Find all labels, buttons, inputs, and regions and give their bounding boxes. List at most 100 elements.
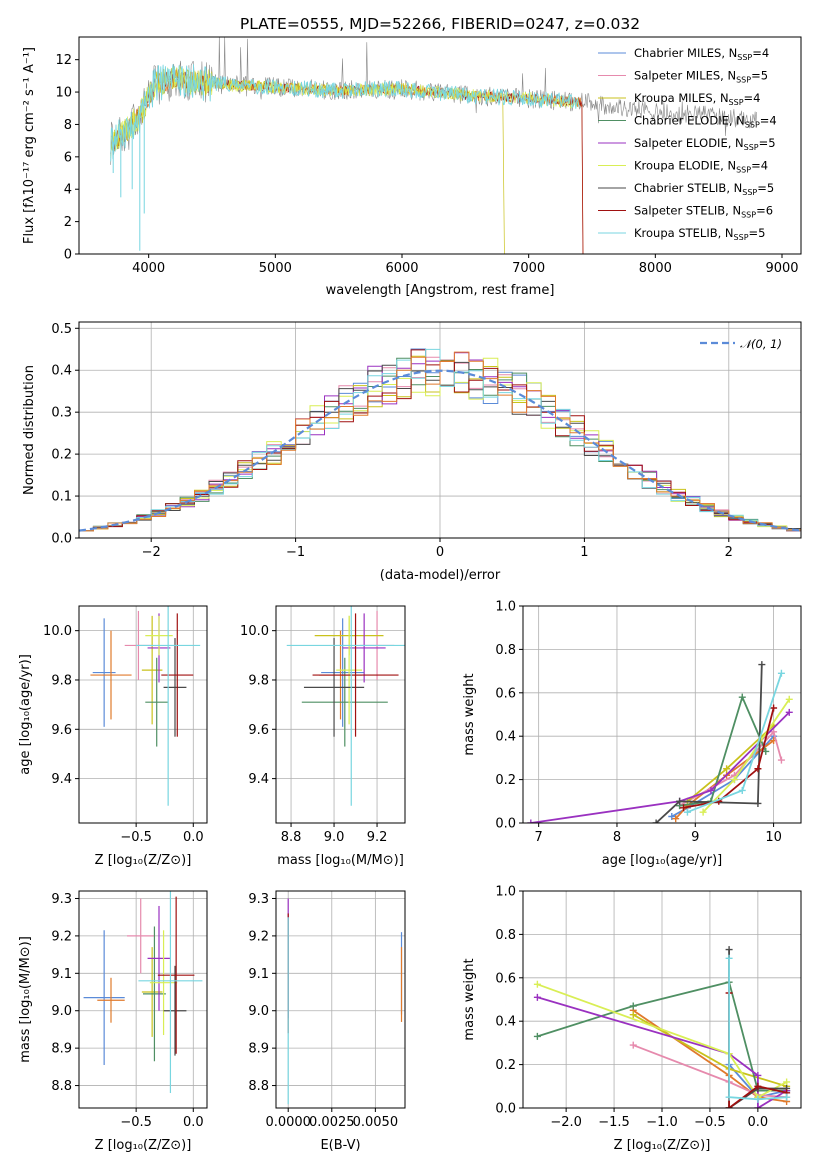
y-tick-label: 10.0 [43, 624, 72, 639]
massweight-point-marker [738, 693, 746, 701]
y-tick-label: 9.6 [51, 723, 72, 738]
y-tick-label: 0.5 [51, 322, 72, 337]
legend-label-sub: SSP [736, 76, 751, 85]
y-tick-label: 0.8 [495, 928, 516, 943]
x-tick-label: 9.0 [324, 830, 345, 845]
massweight-point-marker [725, 1093, 733, 1101]
legend-label-sub: SSP [745, 121, 760, 130]
massweight-point-marker [754, 765, 762, 773]
legend-label-suffix: =4 [751, 159, 768, 173]
plot-area [287, 898, 403, 1105]
x-tick-label: −1.5 [598, 1115, 630, 1130]
axes-frame [522, 605, 802, 824]
x-tick-label: 6000 [385, 261, 418, 276]
y-tick-label: 0.2 [495, 773, 516, 788]
y-tick-label: 8.9 [51, 1042, 72, 1057]
massweight-point-marker [652, 819, 660, 823]
y-tick-label: 0.3 [51, 406, 72, 421]
x-axis-label: E(B-V) [320, 1138, 360, 1153]
massweight-point-marker [777, 756, 785, 764]
massweight-series-line [679, 694, 767, 807]
x-tick-label: 0.0 [183, 830, 204, 845]
y-tick-label: 0.8 [495, 643, 516, 658]
x-axis-label: Z [log₁₀(Z/Z⊙)] [95, 1138, 192, 1153]
massweight-point-marker [777, 669, 785, 677]
massweight-series-line [530, 711, 790, 823]
massweight-point-marker [730, 776, 738, 784]
legend-label: Kroupa MILES, NSSP=4 [634, 91, 760, 107]
y-tick-label: 1.0 [495, 885, 516, 900]
massweight-series-line [655, 664, 763, 823]
y-tick-label: 8 [64, 118, 72, 133]
model-kroupa-stelib-line [110, 64, 580, 162]
x-axis-label: wavelength [Angstrom, rest frame] [326, 283, 555, 298]
y-tick-label: 4 [64, 183, 72, 198]
massweight-point-marker [762, 747, 770, 755]
y-tick-label: 0.6 [495, 971, 516, 986]
y-axis-label: mass weight [462, 673, 477, 755]
y-tick-label: 9.2 [248, 929, 269, 944]
massweight-point-marker [629, 1041, 637, 1049]
legend-label: Kroupa STELIB, NSSP=5 [634, 226, 765, 242]
massweight-vs-metallicity-panel: −2.0 −1.5 −1.0 −0.5 0.0 0.0 0.2 0.4 0.6 0.8 1.0 Z [… [462, 885, 802, 1153]
plot-area [83, 891, 203, 1094]
x-axis-label: Z [log₁₀(Z/Z⊙)] [614, 1138, 711, 1153]
legend-label: Salpeter MILES, NSSP=5 [634, 69, 768, 85]
legend-label-main: Chabrier ELODIE, N [634, 114, 745, 128]
legend-label: 𝒩(0, 1) [740, 337, 782, 351]
y-axis-label: age [log₁₀(age/yr)] [18, 654, 33, 775]
y-tick-label: 1.0 [495, 600, 516, 615]
y-tick-label: 8.8 [248, 1079, 269, 1094]
y-tick-label: 9.8 [51, 673, 72, 688]
legend-label: Kroupa ELODIE, NSSP=4 [634, 159, 768, 175]
legend-label-suffix: =5 [749, 226, 766, 240]
legend-label-suffix: =5 [757, 181, 774, 195]
legend-label-sub: SSP [744, 143, 759, 152]
legend-label: Chabrier MILES, NSSP=4 [634, 46, 769, 62]
y-tick-label: 0.1 [51, 490, 72, 505]
plot-area [79, 348, 801, 532]
y-axis-label: mass [log₁₀(M/M⊙)] [18, 936, 33, 1063]
y-axis-label: mass weight [462, 958, 477, 1040]
y-tick-label: 12 [55, 53, 72, 68]
x-axis-label: mass [log₁₀(M/M⊙)] [277, 853, 404, 868]
legend-label-main: Salpeter MILES, N [634, 69, 736, 83]
massweight-point-marker [533, 980, 541, 988]
x-tick-label: 0.0 [748, 1115, 769, 1130]
massweight-point-marker [683, 808, 691, 816]
y-tick-label: 0.4 [495, 730, 516, 745]
y-tick-label: 0.4 [495, 1015, 516, 1030]
massweight-point-marker [754, 1104, 762, 1108]
massweight-point-marker [680, 804, 688, 812]
massweight-point-marker [783, 1093, 791, 1101]
axes-frame [78, 36, 802, 255]
plot-area [527, 661, 793, 823]
x-tick-label: 0.0050 [353, 1115, 399, 1130]
massweight-point-marker [672, 815, 680, 823]
legend-label-main: Salpeter ELODIE, N [634, 136, 744, 150]
massweight-point-marker [785, 708, 793, 716]
legend-label-main: Chabrier MILES, N [634, 46, 737, 60]
legend-label: Salpeter ELODIE, NSSP=5 [634, 136, 776, 152]
legend-label-main: Salpeter STELIB, N [634, 204, 741, 218]
x-tick-label: 0 [436, 545, 444, 560]
massweight-point-marker [770, 704, 778, 712]
y-tick-label: 9.4 [51, 772, 72, 787]
y-tick-label: 8.8 [51, 1079, 72, 1094]
x-tick-label: 8 [613, 830, 621, 845]
x-tick-label: −0.5 [120, 1115, 152, 1130]
y-axis-label: Flux [fλ10⁻¹⁷ erg cm⁻² s⁻¹ A⁻¹] [22, 47, 37, 244]
massweight-point-marker [738, 786, 746, 794]
massweight-point-marker [629, 1011, 637, 1019]
y-tick-label: 0.4 [51, 364, 72, 379]
legend-label-suffix: =5 [751, 69, 768, 83]
x-tick-label: −1.0 [646, 1115, 678, 1130]
x-tick-label: 4000 [132, 261, 165, 276]
massweight-point-marker [725, 954, 733, 962]
massweight-point-marker [758, 661, 766, 669]
x-tick-label: 9.2 [367, 830, 388, 845]
x-tick-label: −0.5 [694, 1115, 726, 1130]
massweight-point-marker [629, 1002, 637, 1010]
x-tick-label: −2 [142, 545, 161, 560]
plot-area [286, 606, 405, 806]
